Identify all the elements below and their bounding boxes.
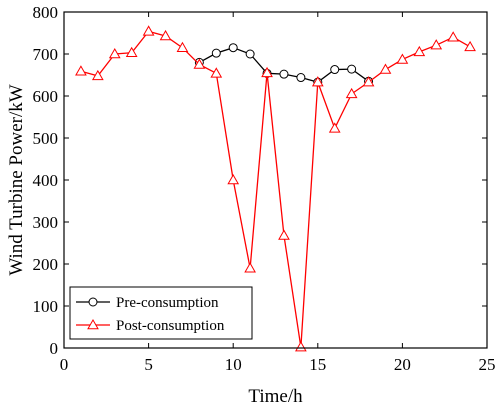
legend-marker xyxy=(87,318,99,330)
x-tick-label: 10 xyxy=(225,355,242,374)
data-point xyxy=(211,48,221,58)
series-2 xyxy=(75,25,476,352)
data-point xyxy=(279,69,289,79)
y-tick-label: 200 xyxy=(33,255,59,274)
data-point xyxy=(278,229,290,240)
data-point xyxy=(228,43,238,53)
data-point xyxy=(159,29,172,41)
legend-box xyxy=(69,286,253,340)
y-tick-label: 600 xyxy=(33,87,59,106)
data-point xyxy=(396,53,409,64)
legend-item: Post-consumption xyxy=(76,318,225,334)
legend-label: Pre-consumption xyxy=(116,295,219,311)
y-tick-label: 0 xyxy=(50,339,59,358)
data-point xyxy=(261,66,273,78)
y-tick-label: 400 xyxy=(33,171,59,190)
x-tick-label: 5 xyxy=(144,355,153,374)
data-point xyxy=(362,76,375,87)
x-tick-label: 20 xyxy=(394,355,411,374)
legend-marker xyxy=(88,297,98,307)
data-point xyxy=(447,31,460,42)
y-tick-label: 100 xyxy=(33,297,59,316)
data-point xyxy=(330,65,340,75)
data-point xyxy=(311,76,324,87)
y-tick-label: 300 xyxy=(33,213,59,232)
data-point xyxy=(75,65,87,76)
data-point xyxy=(379,63,392,74)
tick-labels: 0 5 10 15 20 25 0 100 200 300 400 500 600 700 800 xyxy=(33,3,496,374)
x-tick-label: 15 xyxy=(309,355,326,374)
legend-item: Pre-consumption xyxy=(76,295,219,311)
data-point xyxy=(464,40,476,52)
data-point xyxy=(193,58,206,69)
data-point xyxy=(210,67,223,78)
x-tick-label: 0 xyxy=(60,355,69,374)
series-1 xyxy=(194,43,374,87)
data-point xyxy=(125,46,138,57)
data-point xyxy=(108,47,121,59)
data-point xyxy=(245,49,255,59)
data-point xyxy=(227,173,240,185)
data-point xyxy=(345,87,358,99)
x-axis-title: Time/h xyxy=(248,386,303,407)
x-tick-label: 25 xyxy=(479,355,496,374)
data-point xyxy=(295,341,307,352)
data-point xyxy=(142,25,155,36)
data-point xyxy=(347,64,357,74)
data-point xyxy=(176,41,189,52)
legend: Pre-consumption Post-consumption xyxy=(69,286,253,340)
plot-frame xyxy=(63,11,488,349)
y-tick-label: 500 xyxy=(33,129,59,148)
y-tick-label: 800 xyxy=(33,3,59,22)
legend-label: Post-consumption xyxy=(116,318,225,334)
data-point xyxy=(413,45,426,57)
y-tick-label: 700 xyxy=(33,45,59,64)
series-layer xyxy=(75,25,476,352)
data-point xyxy=(296,73,306,83)
data-point xyxy=(91,69,104,81)
data-point xyxy=(328,122,341,133)
data-point xyxy=(244,262,256,273)
data-point xyxy=(430,39,443,50)
y-axis-title: Wind Turbine Power/kW xyxy=(6,84,27,275)
